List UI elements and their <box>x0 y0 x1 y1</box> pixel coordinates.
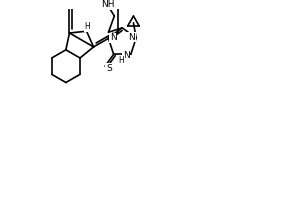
Text: S: S <box>106 64 112 73</box>
Text: O: O <box>106 0 113 8</box>
Text: N: N <box>110 33 116 42</box>
Text: NH: NH <box>101 0 114 9</box>
Text: N: N <box>123 51 129 60</box>
Text: N: N <box>128 33 135 42</box>
Text: H: H <box>85 22 90 31</box>
Text: H: H <box>118 56 124 65</box>
